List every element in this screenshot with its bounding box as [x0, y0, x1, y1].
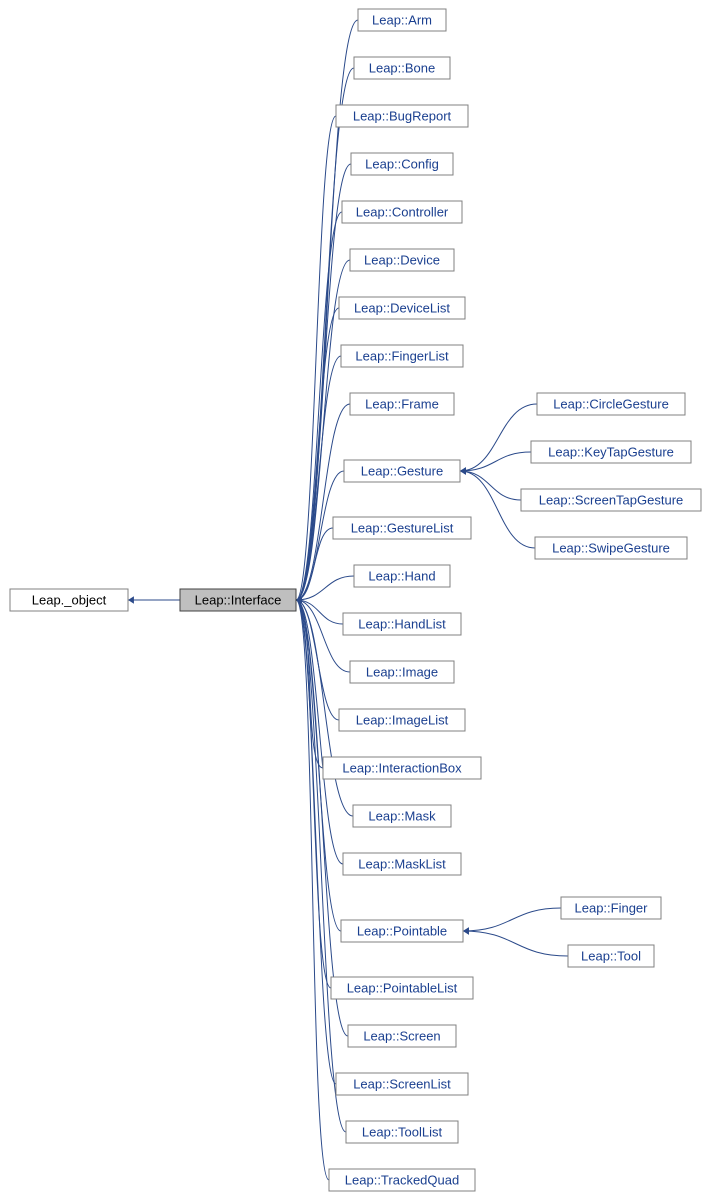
class-node-label: Leap::HandList — [358, 616, 446, 631]
inheritance-edge — [296, 528, 333, 600]
class-node-label: Leap::BugReport — [353, 108, 452, 123]
class-node-label: Leap::ScreenTapGesture — [539, 492, 684, 507]
class-node-label: Leap::ImageList — [356, 712, 449, 727]
class-node-label: Leap::CircleGesture — [553, 396, 669, 411]
inheritance-edge — [460, 452, 531, 471]
class-node: Leap::Interface — [180, 589, 296, 611]
class-node-label: Leap::ScreenList — [353, 1076, 451, 1091]
inheritance-edge — [463, 931, 568, 956]
class-node[interactable]: Leap::Tool — [568, 945, 654, 967]
class-node-label: Leap::Frame — [365, 396, 439, 411]
class-node[interactable]: Leap::MaskList — [343, 853, 461, 875]
class-node[interactable]: Leap::SwipeGesture — [535, 537, 687, 559]
edge-arrow — [128, 596, 134, 604]
inheritance-edge — [296, 308, 339, 600]
class-node[interactable]: Leap::KeyTapGesture — [531, 441, 691, 463]
class-node-label: Leap::Controller — [356, 204, 449, 219]
class-node[interactable]: Leap::Gesture — [344, 460, 460, 482]
class-node[interactable]: Leap::TrackedQuad — [329, 1169, 475, 1191]
class-node[interactable]: Leap::ImageList — [339, 709, 465, 731]
class-node[interactable]: Leap::Device — [350, 249, 454, 271]
class-node[interactable]: Leap::HandList — [343, 613, 461, 635]
class-node[interactable]: Leap::Screen — [348, 1025, 456, 1047]
class-node[interactable]: Leap::ScreenTapGesture — [521, 489, 701, 511]
inheritance-edge — [460, 404, 537, 471]
class-node[interactable]: Leap::ToolList — [346, 1121, 458, 1143]
class-node-label: Leap::TrackedQuad — [345, 1172, 459, 1187]
class-node: Leap._object — [10, 589, 128, 611]
class-node-label: Leap::Pointable — [357, 923, 447, 938]
class-node-label: Leap::Device — [364, 252, 440, 267]
class-node-label: Leap::Image — [366, 664, 438, 679]
class-node-label: Leap::Arm — [372, 12, 432, 27]
class-node[interactable]: Leap::DeviceList — [339, 297, 465, 319]
class-node-label: Leap::Gesture — [361, 463, 443, 478]
class-node-label: Leap::Tool — [581, 948, 641, 963]
class-node[interactable]: Leap::Image — [350, 661, 454, 683]
class-node[interactable]: Leap::GestureList — [333, 517, 471, 539]
class-node-label: Leap::Bone — [369, 60, 436, 75]
class-node-label: Leap::ToolList — [362, 1124, 443, 1139]
inheritance-edge — [296, 356, 341, 600]
nodes-layer: Leap._object Leap::Interface Leap::ArmLeap… — [10, 9, 701, 1191]
class-node[interactable]: Leap::CircleGesture — [537, 393, 685, 415]
class-node-label: Leap::Hand — [368, 568, 435, 583]
class-node-label: Leap._object — [32, 592, 107, 607]
class-node-label: Leap::FingerList — [355, 348, 449, 363]
class-node[interactable]: Leap::Controller — [342, 201, 462, 223]
class-node[interactable]: Leap::Bone — [354, 57, 450, 79]
class-node[interactable]: Leap::BugReport — [336, 105, 468, 127]
class-node-label: Leap::Interface — [195, 592, 282, 607]
inheritance-diagram: Leap._object Leap::Interface Leap::ArmLeap… — [0, 0, 707, 1203]
class-node[interactable]: Leap::InteractionBox — [323, 757, 481, 779]
class-node-label: Leap::Config — [365, 156, 439, 171]
class-node[interactable]: Leap::FingerList — [341, 345, 463, 367]
class-node[interactable]: Leap::Mask — [353, 805, 451, 827]
class-node-label: Leap::DeviceList — [354, 300, 450, 315]
class-node-label: Leap::InteractionBox — [342, 760, 462, 775]
class-node[interactable]: Leap::PointableList — [331, 977, 473, 999]
class-node-label: Leap::PointableList — [347, 980, 458, 995]
class-node[interactable]: Leap::Config — [351, 153, 453, 175]
class-node-label: Leap::Mask — [368, 808, 436, 823]
class-node[interactable]: Leap::Pointable — [341, 920, 463, 942]
class-node[interactable]: Leap::Hand — [354, 565, 450, 587]
edge-arrow — [460, 467, 466, 475]
inheritance-edge — [296, 116, 336, 600]
class-node[interactable]: Leap::Finger — [561, 897, 661, 919]
class-node-label: Leap::Finger — [575, 900, 649, 915]
class-node[interactable]: Leap::Arm — [358, 9, 446, 31]
class-node-label: Leap::GestureList — [351, 520, 454, 535]
class-node[interactable]: Leap::Frame — [350, 393, 454, 415]
class-node-label: Leap::MaskList — [358, 856, 446, 871]
class-node-label: Leap::KeyTapGesture — [548, 444, 674, 459]
class-node-label: Leap::SwipeGesture — [552, 540, 670, 555]
edge-arrow — [463, 927, 469, 935]
class-node[interactable]: Leap::ScreenList — [336, 1073, 468, 1095]
class-node-label: Leap::Screen — [363, 1028, 440, 1043]
inheritance-edge — [463, 908, 561, 931]
